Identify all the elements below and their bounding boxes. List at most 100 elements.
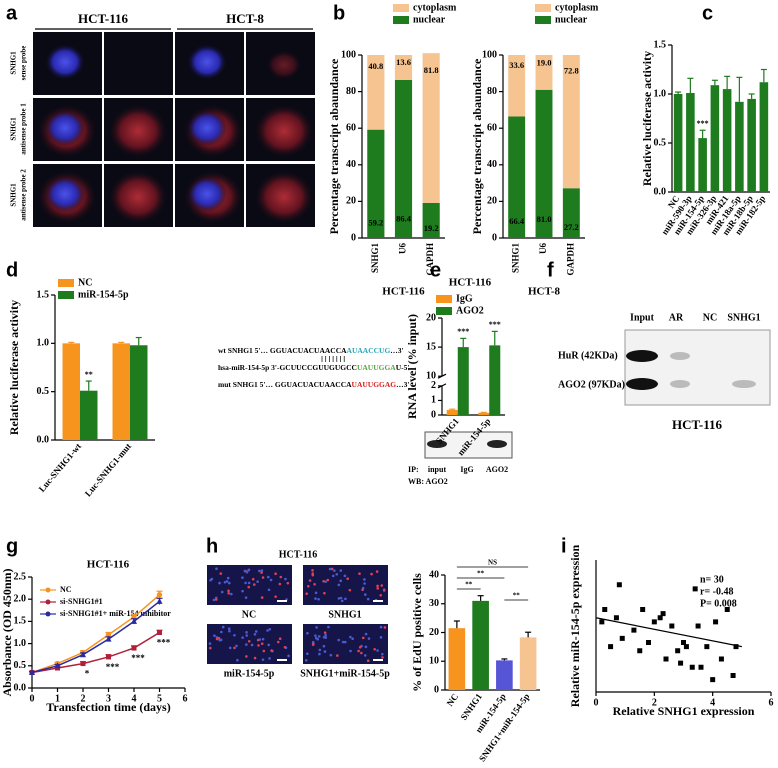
cell-dot	[343, 640, 347, 644]
panel-label: d	[6, 259, 18, 281]
cell-dot	[276, 640, 280, 644]
cell-dot	[357, 649, 360, 653]
cell-dot	[227, 627, 231, 631]
cell-dot	[260, 571, 263, 574]
point	[640, 607, 646, 612]
cell-dot	[333, 569, 336, 572]
cell-dot	[341, 640, 345, 644]
scale-bar	[277, 600, 287, 602]
legend-label: nuclear	[555, 14, 588, 25]
y-axis-label: Percentage transcript abaundance	[470, 58, 484, 234]
cell-dot	[245, 631, 248, 634]
point	[669, 623, 675, 629]
bar	[508, 55, 526, 117]
cell-dot	[208, 646, 212, 650]
point	[698, 664, 704, 670]
cell-dot	[267, 588, 271, 592]
y-tick-label: 2.5	[14, 571, 27, 582]
y-tick-label: 0	[492, 232, 497, 243]
x-tick-label: Luc-SNHG1-mut	[83, 441, 133, 498]
value-label: 81.8	[424, 65, 439, 75]
chart-caption: HCT-116	[382, 286, 425, 298]
value-label: 40.8	[368, 61, 383, 71]
stat-label: r= -0.48	[700, 586, 733, 597]
significance: ***	[157, 638, 171, 648]
cell-dot	[363, 593, 367, 596]
cell-dot	[379, 593, 383, 597]
cell-dot	[306, 584, 310, 588]
cell-dot	[269, 578, 273, 582]
x-tick-label: 4	[132, 693, 137, 704]
point	[619, 635, 625, 641]
y-axis-label: % of EdU positive cells	[410, 573, 424, 692]
chart-title: HCT-116	[87, 559, 130, 571]
legend-swatch	[58, 291, 74, 299]
axis-break	[437, 383, 447, 389]
cell-dot	[230, 592, 233, 596]
cell-dot	[257, 644, 260, 647]
cell-dot	[241, 576, 244, 579]
cell-dot	[379, 636, 383, 639]
image-label: miR-154-5p	[224, 668, 275, 679]
micrograph	[207, 565, 292, 605]
bar	[747, 98, 756, 192]
cell-dot	[323, 650, 327, 653]
scale-bar	[373, 600, 383, 602]
y-axis-label: Percentage transcript abaundance	[327, 58, 341, 234]
point	[657, 615, 663, 621]
lane-label: input	[428, 465, 447, 474]
micrograph	[303, 624, 388, 664]
cell-dot	[361, 636, 365, 640]
cell-dot	[256, 580, 259, 583]
nucleus	[187, 44, 227, 80]
value-label: 66.4	[509, 216, 525, 226]
marker	[80, 661, 86, 667]
cell-dot	[223, 580, 227, 584]
panel-label: g	[6, 535, 18, 557]
comparison-label: NS	[488, 559, 497, 567]
bar	[62, 343, 80, 440]
cell-dot	[241, 589, 244, 593]
cell-dot	[254, 630, 258, 633]
bar	[80, 390, 98, 440]
cell-dot	[358, 645, 362, 649]
nucleus	[45, 110, 85, 146]
cell-dot	[306, 652, 309, 656]
cell-dot	[228, 629, 231, 633]
significance: ***	[489, 320, 501, 329]
bar	[686, 93, 695, 192]
nucleus	[187, 176, 227, 212]
sequence-part: AUAACCUG	[347, 346, 391, 355]
y-tick-label: 2.0	[14, 593, 27, 604]
bar	[394, 55, 413, 80]
point	[713, 619, 719, 625]
point	[631, 627, 637, 633]
line	[31, 600, 160, 674]
bar	[698, 138, 707, 192]
legend-label: NC	[60, 585, 72, 594]
x-tick-label: 0	[30, 693, 35, 704]
y-tick-label: 0.0	[14, 682, 27, 693]
cell-dot	[383, 626, 387, 629]
x-tick-label: GAPDH	[425, 243, 435, 276]
band	[670, 380, 690, 388]
x-tick-label: NC	[445, 692, 461, 708]
scale-bar	[373, 659, 383, 661]
legend-swatch	[436, 307, 452, 315]
cell-dot	[324, 633, 327, 637]
bar	[472, 600, 489, 690]
band	[487, 440, 507, 448]
marker	[156, 597, 163, 604]
cell-dot	[363, 582, 366, 585]
value-label: 33.6	[509, 60, 524, 70]
value-label: 19.2	[424, 223, 439, 233]
panel-label: c	[702, 2, 713, 24]
cell-dot	[340, 599, 344, 603]
row-label: antisense probe 1	[20, 103, 28, 155]
micrograph	[207, 624, 292, 664]
bar	[394, 79, 413, 238]
bar	[735, 101, 744, 192]
y-tick-label: 1	[431, 395, 436, 406]
cell-signal	[266, 50, 302, 80]
ip-label: IP:	[408, 465, 419, 474]
